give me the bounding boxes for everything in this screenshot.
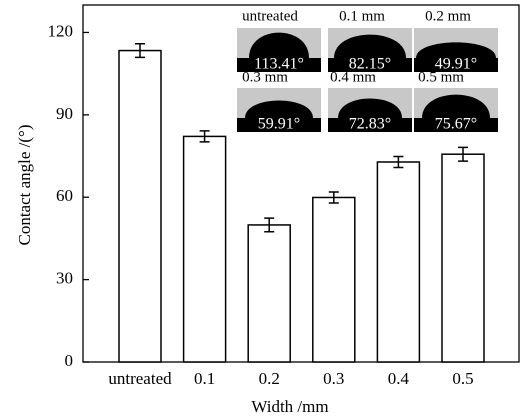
droplet (422, 94, 490, 118)
inset-title: 0.2 mm (425, 8, 471, 24)
error-bar (328, 191, 339, 204)
inset-base (328, 118, 412, 132)
inset-angle: 113.41° (254, 56, 304, 73)
inset-angle: 75.67° (435, 116, 477, 133)
inset-title: 0.1 mm (339, 8, 385, 24)
error-bar (199, 130, 210, 143)
inset-base (328, 58, 412, 72)
droplet (245, 100, 313, 118)
inset-title: 0.3 mm (242, 69, 288, 85)
inset-base (414, 58, 498, 72)
x-tick-label: 0.3 (323, 369, 344, 388)
inset-angle: 49.91° (435, 56, 477, 73)
x-axis-label: Width /mm (251, 397, 328, 416)
y-tick-label: 0 (65, 351, 74, 370)
inset-angle: 72.83° (349, 116, 391, 133)
inset-title: untreated (242, 8, 298, 24)
y-axis-label: Contact angle /(°) (15, 124, 34, 245)
x-tick-label: 0.4 (388, 369, 410, 388)
error-bar (135, 42, 145, 59)
error-bar (264, 217, 275, 233)
plot-frame (82, 4, 520, 363)
inset-base (414, 118, 498, 132)
bar (312, 196, 356, 363)
inset-title: 0.4 mm (330, 69, 376, 85)
y-tick-label: 120 (48, 21, 74, 40)
y-tick-label: 60 (56, 186, 73, 205)
inset-angle: 59.91° (258, 116, 300, 133)
inset-angle: 82.15° (349, 56, 391, 73)
error-bar (393, 155, 404, 169)
x-tick-label: 0.5 (452, 369, 473, 388)
bar (441, 153, 485, 363)
x-tick-label: 0.1 (194, 369, 215, 388)
x-tick-label: untreated (108, 369, 172, 388)
droplet (249, 32, 309, 58)
inset-base (237, 118, 321, 132)
droplet (334, 34, 406, 58)
bar (247, 224, 291, 363)
droplet (338, 98, 402, 118)
bar (182, 135, 227, 363)
error-bar (458, 146, 468, 162)
inset-base (237, 58, 321, 72)
bar (376, 161, 421, 363)
inset-title: 0.5 mm (418, 69, 464, 85)
droplet (416, 42, 496, 58)
x-tick-label: 0.2 (259, 369, 280, 388)
y-tick-label: 90 (56, 104, 73, 123)
bar (118, 49, 162, 363)
y-tick-label: 30 (56, 269, 73, 288)
